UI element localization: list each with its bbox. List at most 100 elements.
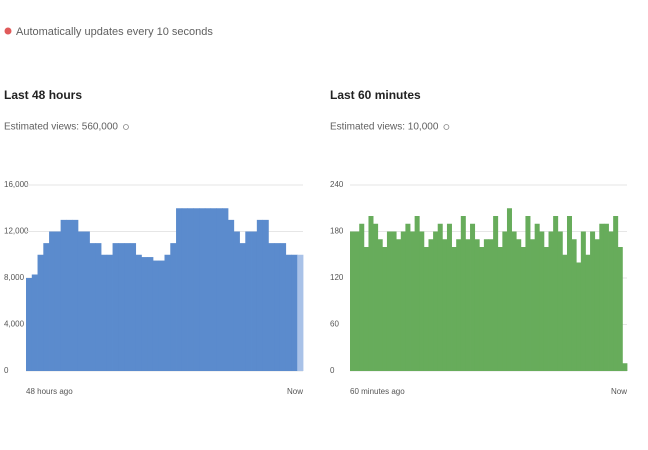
bar [391, 231, 397, 371]
bar [428, 239, 434, 371]
bar [83, 231, 90, 371]
bar [617, 247, 623, 371]
bar [414, 216, 420, 371]
bar [60, 219, 67, 371]
bar [210, 208, 217, 371]
bar [534, 223, 540, 371]
bar [419, 231, 425, 371]
live-indicator [4, 27, 12, 35]
bar [72, 219, 79, 371]
y-tick-label: 4,000 [4, 320, 25, 329]
bar [77, 231, 85, 371]
bar [576, 262, 582, 371]
info-icon [123, 124, 129, 130]
bar [31, 274, 38, 371]
bar [548, 231, 554, 371]
bar [49, 231, 56, 371]
bar [562, 254, 568, 371]
bar [106, 254, 113, 371]
bar [152, 260, 160, 371]
bar [585, 254, 591, 371]
bar [359, 223, 365, 371]
bar [470, 223, 476, 371]
bar [594, 239, 600, 371]
bar [557, 231, 563, 371]
bar [135, 254, 142, 371]
y-tick-label: 0 [4, 366, 9, 375]
bar [451, 247, 457, 371]
bar [525, 216, 531, 371]
bar [66, 219, 73, 371]
bar [222, 208, 229, 371]
bar [245, 231, 252, 371]
info-icon [443, 124, 450, 130]
y-tick-label: 0 [330, 366, 335, 375]
chart-subtitle: Estimated views: 560,000 [4, 122, 118, 133]
bar [291, 254, 298, 371]
bar [599, 223, 605, 371]
bar [603, 223, 609, 371]
bar [460, 216, 466, 371]
bar [479, 247, 485, 371]
bar [176, 208, 183, 371]
bar [502, 231, 508, 371]
bar [539, 231, 545, 371]
bar [118, 243, 125, 371]
bar [89, 243, 96, 371]
x-label: 48 hours ago [26, 387, 73, 396]
bar [446, 223, 452, 371]
bar [553, 216, 559, 371]
bar [187, 208, 194, 371]
bar [613, 216, 619, 371]
bar [483, 239, 489, 371]
bar [580, 231, 586, 371]
bar [129, 243, 137, 371]
bar [493, 216, 499, 371]
bar [251, 231, 258, 371]
bar [350, 231, 356, 371]
bar [216, 208, 223, 371]
bar [363, 247, 369, 371]
bar [506, 208, 512, 371]
x-label: Now [611, 387, 627, 396]
bar [377, 239, 383, 371]
chart-title: Last 60 minutes [330, 88, 421, 102]
bar [465, 239, 471, 371]
bar [262, 219, 269, 371]
chart-subtitle: Estimated views: 10,000 [330, 122, 439, 133]
bar [279, 243, 287, 371]
x-label: Now [287, 387, 303, 396]
bar [433, 231, 439, 371]
y-tick-label: 240 [330, 180, 344, 189]
bar [405, 223, 411, 371]
bar [608, 231, 614, 371]
bar [193, 208, 200, 371]
y-tick-label: 60 [330, 320, 339, 329]
bar [141, 257, 148, 371]
bar [497, 247, 503, 371]
bar [112, 243, 119, 371]
bar [26, 278, 33, 371]
bar [456, 239, 462, 371]
bar [530, 239, 536, 371]
bar [37, 254, 44, 371]
bar [274, 243, 281, 371]
bar [297, 254, 304, 371]
bar [442, 239, 448, 371]
y-tick-label: 180 [330, 227, 344, 236]
bar [124, 243, 131, 371]
bar [95, 243, 102, 371]
bar [543, 247, 549, 371]
bar [43, 243, 50, 371]
bar [368, 216, 374, 371]
bar [373, 223, 379, 371]
bar [474, 239, 480, 371]
bar [239, 243, 246, 371]
bar [571, 239, 577, 371]
chart-title: Last 48 hours [4, 88, 82, 102]
bar [511, 231, 517, 371]
bar [622, 363, 628, 371]
y-tick-label: 12,000 [4, 227, 29, 236]
